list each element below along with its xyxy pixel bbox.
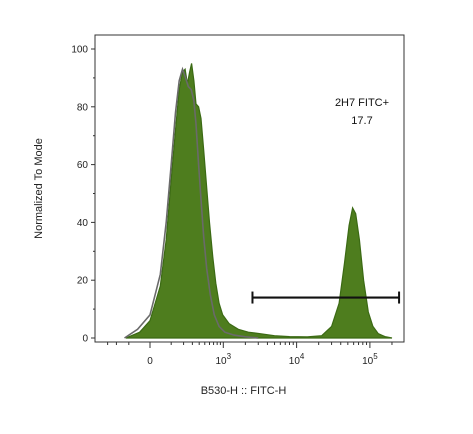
y-tick-label: 100 xyxy=(71,45,88,56)
y-tick-label: 0 xyxy=(82,334,88,345)
gate-label: 2H7 FITC+ xyxy=(335,97,389,109)
x-axis-title: B530-H :: FITC-H xyxy=(201,385,287,397)
x-tick-label: 0 xyxy=(147,356,153,367)
y-tick-label: 20 xyxy=(77,276,89,287)
plot-area xyxy=(94,34,405,343)
gate-value: 17.7 xyxy=(351,115,372,127)
x-tick-label: 104 xyxy=(289,352,305,367)
y-tick-label: 60 xyxy=(77,160,89,171)
gate: 2H7 FITC+ 17.7 xyxy=(251,97,401,304)
y-tick-label: 40 xyxy=(77,218,89,229)
y-axis: 0 20 40 60 80 100 xyxy=(71,45,95,345)
series-outline-histogram xyxy=(124,66,259,339)
series-filled-histogram xyxy=(125,63,393,339)
x-tick-label: 103 xyxy=(216,352,232,367)
y-axis-title: Normalized To Mode xyxy=(33,138,45,239)
y-tick-label: 80 xyxy=(77,102,89,113)
plot-frame xyxy=(94,34,405,343)
x-tick-label: 105 xyxy=(362,352,378,367)
x-axis: 0 103 104 105 xyxy=(107,342,393,367)
